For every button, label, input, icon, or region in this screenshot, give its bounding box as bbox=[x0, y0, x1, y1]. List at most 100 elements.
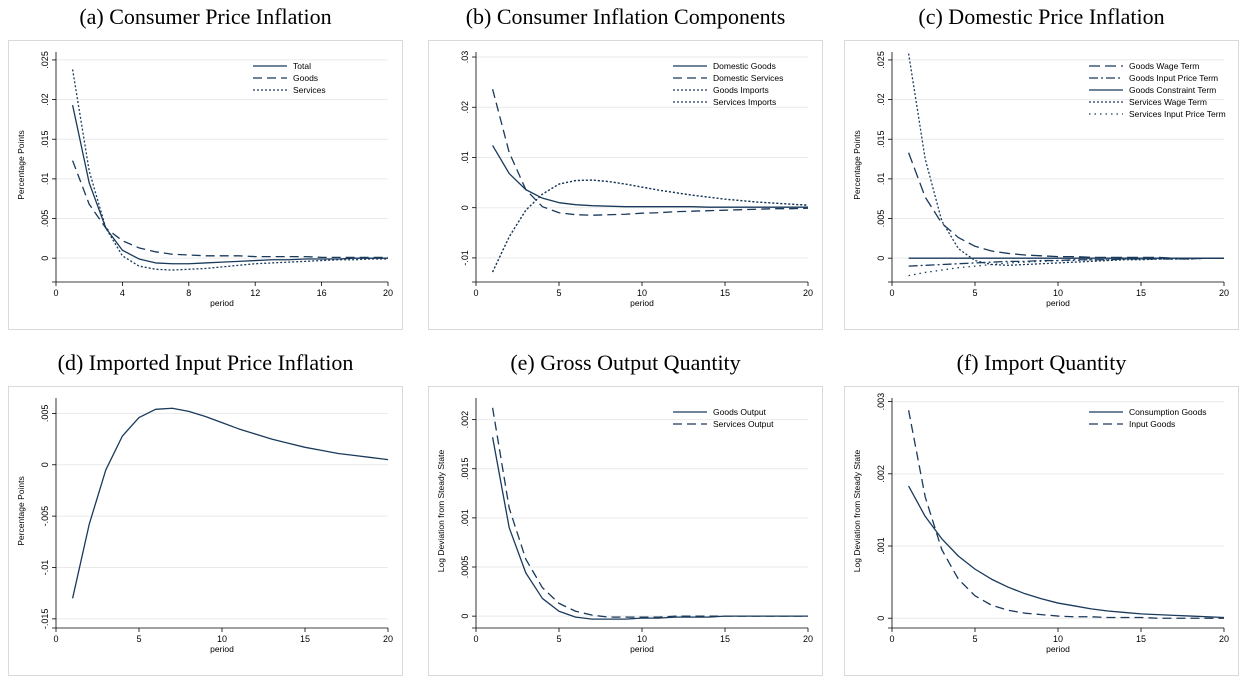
y-tick-label: .0005 bbox=[460, 556, 470, 579]
y-tick-label: .02 bbox=[876, 93, 886, 106]
y-axis-label: Percentage Points bbox=[16, 130, 26, 199]
y-tick-label: .01 bbox=[40, 173, 50, 186]
y-tick-label: 0 bbox=[876, 256, 886, 261]
y-tick-label: -.005 bbox=[40, 506, 50, 527]
panel-title: (a) Consumer Price Inflation bbox=[79, 4, 332, 29]
x-axis-label: period bbox=[630, 644, 654, 654]
chart-b: -.01 0 .01 .02 .03 0 5 10 15 20 period Domestic Goo… bbox=[428, 40, 823, 330]
x-tick-label: 16 bbox=[317, 288, 327, 298]
series-line bbox=[907, 410, 1224, 619]
x-tick-label: 0 bbox=[53, 634, 58, 644]
x-tick-label: 0 bbox=[889, 634, 894, 644]
legend-label: Input Goods bbox=[1129, 419, 1175, 429]
y-tick-label: .003 bbox=[876, 393, 886, 411]
x-tick-label: 0 bbox=[473, 634, 478, 644]
y-tick-label: .015 bbox=[876, 130, 886, 148]
y-tick-label: 0 bbox=[40, 256, 50, 261]
legend-label: Goods Constraint Term bbox=[1129, 85, 1216, 95]
y-tick-label: .03 bbox=[460, 51, 470, 64]
x-tick-label: 15 bbox=[720, 634, 730, 644]
chart-f: 0 .001 .002 .003 0 5 10 15 20 period Log Deviation… bbox=[844, 386, 1239, 676]
legend-label: Goods Input Price Term bbox=[1129, 73, 1218, 83]
y-tick-label: .005 bbox=[40, 405, 50, 423]
x-tick-label: 10 bbox=[637, 288, 647, 298]
y-tick-label: .0015 bbox=[460, 457, 470, 480]
series-line bbox=[71, 104, 388, 265]
panel-e: (e) Gross Output Quantity 0 .0005 .001 .001… bbox=[428, 346, 823, 686]
x-axis-label: period bbox=[1046, 644, 1070, 654]
x-tick-label: 15 bbox=[720, 288, 730, 298]
chart-frame bbox=[8, 386, 403, 676]
y-tick-label: .015 bbox=[40, 130, 50, 148]
x-tick-label: 4 bbox=[120, 288, 125, 298]
y-axis-label: Log Deviation from Steady State bbox=[436, 450, 446, 573]
x-tick-label: 15 bbox=[1136, 288, 1146, 298]
legend-label: Total bbox=[293, 61, 311, 71]
chart-frame bbox=[8, 40, 403, 330]
y-tick-label: .002 bbox=[876, 465, 886, 483]
x-tick-label: 10 bbox=[1053, 634, 1063, 644]
chart-a: 0 .005 .01 .015 .02 .025 0 4 8 12 16 20 period Percen… bbox=[8, 40, 403, 330]
x-tick-label: 10 bbox=[217, 634, 227, 644]
chart-frame bbox=[428, 40, 823, 330]
x-axis-label: period bbox=[210, 298, 234, 308]
x-axis-label: period bbox=[210, 644, 234, 654]
x-tick-label: 0 bbox=[473, 288, 478, 298]
x-axis-label: period bbox=[1046, 298, 1070, 308]
series-line bbox=[492, 145, 808, 208]
panel-a: (a) Consumer Price Inflation 0 .005 .01 .01… bbox=[8, 0, 403, 340]
x-tick-label: 10 bbox=[637, 634, 647, 644]
series-line bbox=[71, 69, 388, 271]
panel-f: (f) Import Quantity 0 .001 .002 .003 0 5 10 15 2… bbox=[844, 346, 1239, 686]
panel-title: (c) Domestic Price Inflation bbox=[918, 4, 1165, 29]
y-tick-label: .01 bbox=[460, 151, 470, 164]
x-tick-label: 15 bbox=[1136, 634, 1146, 644]
chart-c: 0 .005 .01 .015 .02 .025 0 5 10 15 20 period Percent… bbox=[844, 40, 1239, 330]
y-tick-label: 0 bbox=[40, 462, 50, 467]
x-tick-label: 5 bbox=[556, 634, 561, 644]
x-tick-label: 0 bbox=[53, 288, 58, 298]
x-tick-label: 20 bbox=[803, 634, 813, 644]
series-line bbox=[491, 88, 809, 216]
panel-b: (b) Consumer Inflation Components -.01 0.… bbox=[428, 0, 823, 340]
y-tick-label: .025 bbox=[40, 51, 50, 69]
series-line bbox=[908, 485, 1225, 619]
y-tick-label: 0 bbox=[460, 205, 470, 210]
x-tick-label: 5 bbox=[136, 634, 141, 644]
x-tick-label: 5 bbox=[556, 288, 561, 298]
x-tick-label: 20 bbox=[383, 634, 393, 644]
y-tick-label: .001 bbox=[460, 509, 470, 527]
x-axis-label: period bbox=[630, 298, 654, 308]
series-line bbox=[907, 53, 1224, 266]
chart-e: 0 .0005 .001 .0015 .002 0 5 10 15 20 period Log Dev… bbox=[428, 386, 823, 676]
legend-label: Goods bbox=[293, 73, 318, 83]
chart-frame bbox=[428, 386, 823, 676]
y-tick-label: -.015 bbox=[40, 609, 50, 630]
legend-label: Goods Output bbox=[713, 407, 767, 417]
y-tick-label: 0 bbox=[460, 614, 470, 619]
x-tick-label: 20 bbox=[1219, 288, 1229, 298]
x-tick-label: 5 bbox=[972, 634, 977, 644]
legend-label: Domestic Goods bbox=[713, 61, 776, 71]
y-tick-label: .002 bbox=[460, 411, 470, 429]
panel-title: (d) Imported Input Price Inflation bbox=[57, 350, 354, 375]
panel-c: (c) Domestic Price Inflation 0 .005 .01 .01… bbox=[844, 0, 1239, 340]
y-axis-label: Percentage Points bbox=[852, 130, 862, 199]
legend-label: Services Output bbox=[713, 419, 774, 429]
legend-label: Goods Imports bbox=[713, 85, 769, 95]
y-tick-label: -.01 bbox=[460, 250, 470, 266]
y-tick-label: .02 bbox=[460, 101, 470, 114]
series-line bbox=[491, 407, 808, 618]
x-tick-label: 15 bbox=[300, 634, 310, 644]
y-tick-label: 0 bbox=[876, 616, 886, 621]
legend-label: Goods Wage Term bbox=[1129, 61, 1199, 71]
x-tick-label: 20 bbox=[1219, 634, 1229, 644]
panel-title: (e) Gross Output Quantity bbox=[510, 350, 741, 375]
legend-label: Services Input Price Term bbox=[1129, 109, 1226, 119]
chart-frame bbox=[844, 386, 1239, 676]
x-tick-label: 5 bbox=[972, 288, 977, 298]
legend-label: Consumption Goods bbox=[1129, 407, 1207, 417]
y-tick-label: -.01 bbox=[40, 560, 50, 576]
series-line bbox=[907, 152, 1224, 259]
panel-d: (d) Imported Input Price Inflation -.015… bbox=[8, 346, 403, 686]
